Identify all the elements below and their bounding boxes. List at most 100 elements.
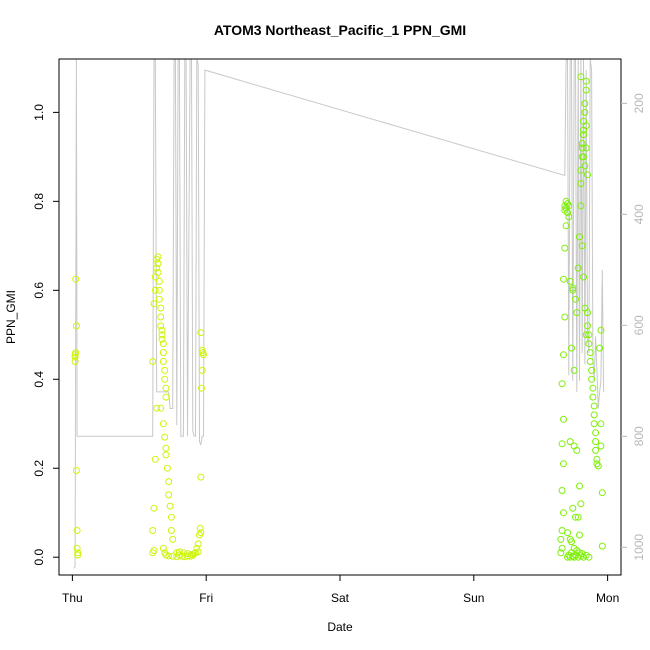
- data-point: [558, 440, 566, 448]
- data-point: [155, 295, 163, 303]
- data-point: [161, 375, 169, 383]
- y-tick-label: 0.0: [32, 549, 46, 566]
- x-tick-label: Thu: [62, 591, 83, 605]
- data-point: [165, 491, 173, 499]
- y-tick-label: 0.2: [32, 460, 46, 477]
- data-point: [582, 144, 590, 152]
- y-tick-label: 1.0: [32, 104, 46, 121]
- data-point: [155, 286, 163, 294]
- right-axis: 200 400 600 800 1000: [621, 93, 646, 561]
- data-point: [151, 286, 159, 294]
- y-axis-label: PPN_GMI: [4, 290, 18, 344]
- data-point: [158, 335, 166, 343]
- data-point: [565, 213, 573, 221]
- data-point: [165, 552, 173, 560]
- data-point: [582, 77, 590, 85]
- data-point: [73, 527, 81, 534]
- data-point: [568, 538, 575, 546]
- data-point: [577, 73, 585, 81]
- data-point: [149, 527, 157, 534]
- data-point: [200, 351, 207, 359]
- data-point: [154, 260, 162, 268]
- data-point: [194, 548, 202, 556]
- data-point: [194, 540, 202, 548]
- data-point: [592, 446, 600, 454]
- data-point: [162, 444, 170, 452]
- data-point: [580, 131, 587, 139]
- data-point: [590, 402, 598, 410]
- data-point: [175, 548, 183, 556]
- data-point: [150, 300, 158, 308]
- data-point: [558, 544, 566, 552]
- data-point: [574, 513, 582, 521]
- x-tick-label: Mon: [596, 591, 619, 605]
- data-point: [154, 269, 162, 276]
- data-point: [558, 380, 566, 388]
- data-point: [558, 487, 566, 494]
- data-point: [157, 313, 165, 321]
- data-point: [582, 86, 590, 94]
- data-point: [560, 460, 567, 468]
- data-point: [582, 122, 590, 130]
- data-point: [580, 273, 587, 281]
- data-point: [179, 549, 187, 557]
- data-point: [578, 140, 586, 147]
- data-point: [572, 513, 579, 521]
- data-point: [197, 529, 205, 537]
- data-point: [576, 482, 583, 490]
- data-point: [198, 366, 206, 374]
- data-point: [169, 535, 177, 543]
- data-point: [72, 467, 80, 474]
- data-point: [576, 233, 583, 241]
- plot-frame: [58, 58, 622, 576]
- data-point: [573, 309, 581, 317]
- y-tick-label: 0.4: [32, 371, 46, 388]
- data-point: [597, 420, 605, 428]
- data-point: [592, 429, 600, 437]
- data-point: [73, 544, 81, 552]
- data-point: [590, 420, 598, 428]
- data-point: [157, 322, 165, 330]
- x-axis-label: Date: [327, 620, 353, 634]
- data-point: [158, 331, 166, 339]
- data-point: [158, 326, 166, 334]
- data-point: [588, 366, 596, 374]
- data-point: [74, 551, 82, 559]
- data-point: [190, 550, 198, 558]
- data-point: [577, 500, 585, 508]
- data-point: [578, 550, 586, 558]
- data-point: [74, 549, 82, 557]
- data-point: [593, 455, 601, 463]
- data-point: [580, 153, 587, 161]
- data-point: [565, 202, 573, 210]
- data-point: [72, 322, 80, 330]
- data-point: [157, 304, 165, 312]
- data-point: [566, 277, 574, 285]
- data-point: [198, 384, 205, 392]
- data-point: [590, 411, 598, 419]
- data-point: [576, 531, 583, 539]
- data-point: [586, 349, 594, 357]
- data-point: [598, 542, 606, 550]
- data-point: [585, 553, 593, 561]
- data-point: [159, 358, 167, 365]
- data-point: [150, 547, 158, 554]
- data-point: [585, 331, 593, 339]
- data-point: [588, 375, 596, 383]
- data-point: [151, 455, 159, 463]
- data-point: [578, 144, 586, 152]
- data-point: [574, 264, 582, 272]
- data-point: [153, 264, 161, 272]
- data-point: [193, 544, 201, 552]
- data-point: [561, 244, 569, 252]
- data-point: [577, 166, 585, 174]
- data-point: [169, 552, 177, 560]
- right-tick-label: 800: [632, 426, 646, 446]
- data-point: [589, 384, 597, 392]
- data-point: [162, 384, 170, 392]
- data-point: [596, 344, 604, 352]
- data-point: [581, 162, 589, 170]
- data-point: [184, 550, 191, 558]
- data-point: [584, 309, 591, 317]
